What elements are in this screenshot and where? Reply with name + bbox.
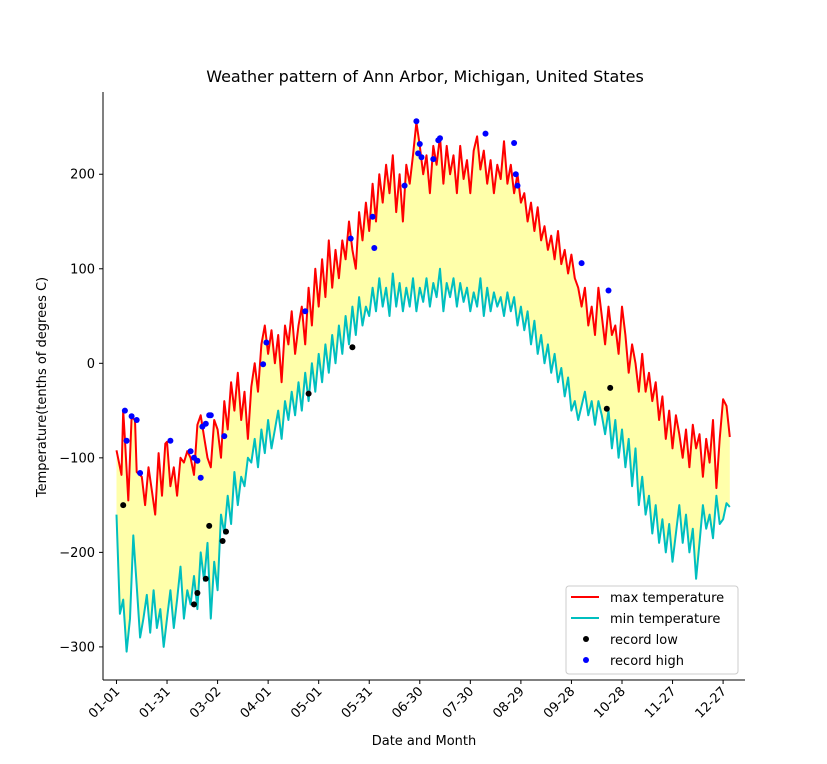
record-low-point (305, 390, 312, 397)
record-high-point (347, 235, 354, 242)
record-low-point (206, 522, 213, 529)
record-low-point (219, 538, 226, 544)
record-high-point (133, 417, 140, 423)
record-high-point (416, 141, 423, 147)
y-tick-label: −100 (59, 451, 95, 466)
record-high-point (202, 420, 209, 427)
record-high-point (128, 413, 135, 420)
record-low-point (194, 590, 201, 596)
record-high-point (482, 130, 489, 137)
record-high-point (430, 156, 437, 163)
record-high-point (123, 437, 130, 444)
record-high-point (302, 308, 309, 315)
y-axis-label: Temperature(tenths of degrees C) (35, 277, 50, 498)
record-low-point (191, 601, 197, 608)
y-tick-label: 100 (70, 262, 95, 277)
record-high-point (511, 140, 518, 146)
record-high-point (413, 118, 420, 125)
y-tick-label: −300 (59, 640, 95, 655)
record-high-point (121, 407, 128, 414)
record-high-point (194, 457, 201, 464)
record-high-point (221, 433, 228, 440)
record-high-point (578, 260, 585, 267)
fill-between-band (116, 122, 730, 652)
scatter-layer (120, 118, 614, 608)
record-high-point (418, 154, 425, 161)
record-high-point (512, 171, 519, 178)
legend: max temperature min temperature record l… (565, 585, 739, 675)
plot-area (115, 118, 731, 653)
legend-label-max: max temperature (610, 591, 724, 606)
record-high-point (369, 213, 376, 220)
y-tick-label: −200 (59, 546, 95, 561)
record-high-point (187, 448, 194, 455)
legend-swatch-record-high (583, 657, 589, 663)
record-low-point (202, 575, 209, 582)
record-high-point (207, 412, 214, 419)
record-low-point (223, 528, 229, 535)
x-axis-label: Date and Month (372, 734, 477, 749)
legend-label-record-high: record high (610, 654, 684, 669)
record-high-point (197, 474, 204, 481)
record-low-point (607, 384, 614, 391)
record-high-point (167, 437, 174, 444)
y-ticks: −300 −200 −100 0 100 200 (59, 168, 103, 655)
chart-title: Weather pattern of Ann Arbor, Michigan, … (206, 67, 644, 86)
record-high-point (263, 339, 270, 346)
legend-label-record-low: record low (610, 633, 678, 648)
record-high-point (514, 182, 521, 189)
record-low-point (120, 502, 127, 509)
record-high-point (371, 245, 378, 251)
min-temperature-line (115, 267, 731, 653)
record-high-point (437, 135, 443, 142)
y-tick-label: 0 (87, 357, 95, 372)
record-high-point (401, 182, 408, 189)
record-high-point (137, 470, 144, 476)
legend-box (565, 585, 739, 675)
record-low-point (603, 405, 610, 412)
record-high-point (605, 287, 612, 294)
record-low-point (349, 344, 356, 351)
y-tick-label: 200 (70, 168, 95, 183)
legend-label-min: min temperature (610, 612, 720, 627)
record-high-point (260, 361, 267, 368)
legend-swatch-record-low (583, 636, 589, 642)
